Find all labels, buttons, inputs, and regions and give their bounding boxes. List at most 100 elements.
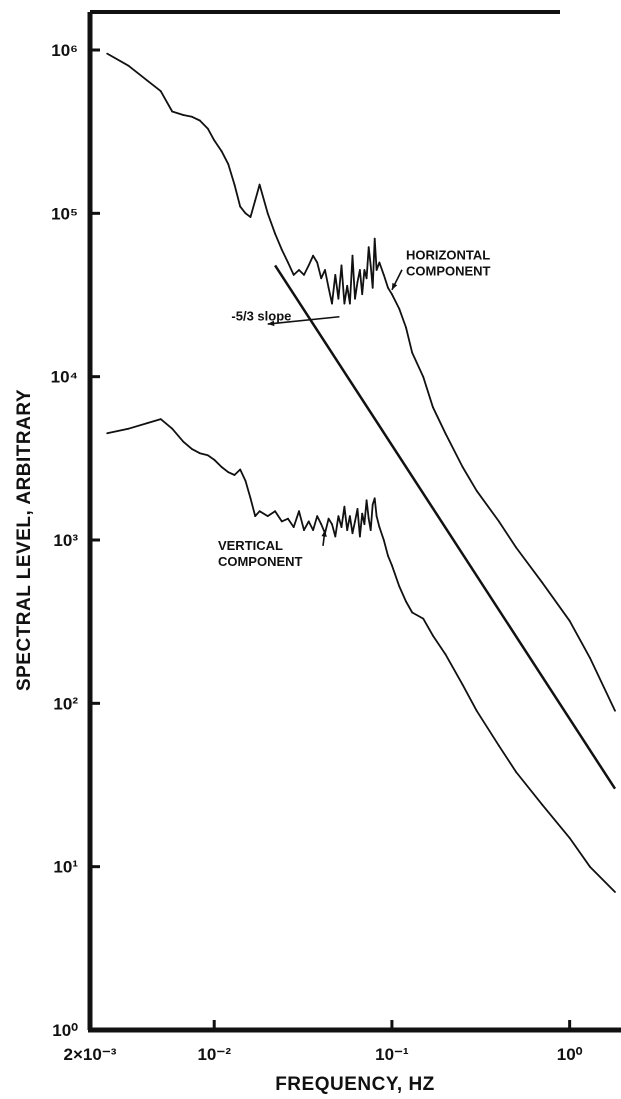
data-point-vertical-component-2 [146, 422, 149, 424]
series-line-5-3-slope [274, 264, 617, 790]
data-point-vertical-component-35 [343, 505, 346, 508]
data-point-horizontal-component-9 [213, 139, 216, 142]
data-point-horizontal-component-40 [356, 281, 359, 283]
data-point-vertical-component-64 [541, 803, 543, 806]
data-point-horizontal-component-42 [361, 293, 364, 296]
data-point-horizontal-component-28 [320, 277, 323, 280]
data-point-horizontal-component-35 [343, 302, 346, 305]
data-point-vertical-component-30 [327, 517, 330, 520]
data-point-horizontal-component-36 [346, 284, 349, 287]
y-tick-label-0: 10⁰ [52, 1021, 78, 1040]
data-point-vertical-component-66 [589, 865, 591, 868]
data-point-horizontal-component-8 [206, 127, 209, 130]
data-point-vertical-component-15 [249, 497, 252, 500]
data-point-horizontal-component-22 [292, 274, 295, 276]
data-point-vertical-component-47 [371, 503, 374, 506]
y-tick-label-5: 10⁵ [51, 204, 78, 223]
data-point-horizontal-component-59 [444, 432, 447, 435]
data-point-horizontal-component-24 [303, 274, 305, 276]
annotation-0-line-1: COMPONENT [406, 264, 491, 279]
data-point-vertical-component-44 [365, 499, 368, 502]
data-point-horizontal-component-17 [258, 183, 261, 186]
data-point-vertical-component-10 [220, 466, 223, 468]
data-point-vertical-component-3 [159, 418, 162, 420]
x-tick-label-1: 10⁻² [197, 1045, 231, 1064]
y-tick-label-4: 10⁴ [51, 368, 78, 387]
data-point-vertical-component-55 [405, 600, 407, 603]
data-point-horizontal-component-57 [422, 375, 425, 378]
annotation-2: VERTICAL COMPONENT [218, 538, 303, 569]
data-point-vertical-component-62 [498, 744, 500, 747]
x-tick-label-2: 10⁻¹ [375, 1045, 409, 1064]
annotation-1-line-0: -5/3 slope [231, 309, 291, 324]
data-point-vertical-component-36 [346, 529, 349, 531]
data-point-horizontal-component-5 [182, 114, 185, 116]
y-tick-label-1: 10¹ [53, 858, 78, 877]
data-point-horizontal-component-50 [378, 261, 381, 264]
data-point-horizontal-component-48 [373, 237, 376, 240]
data-point-horizontal-component-7 [198, 119, 201, 122]
data-point-vertical-component-0 [106, 432, 109, 435]
data-point-horizontal-component-34 [340, 264, 343, 267]
data-point-vertical-component-40 [356, 508, 359, 510]
data-point-horizontal-component-16 [254, 199, 257, 202]
data-point-horizontal-component-55 [405, 326, 407, 329]
data-point-vertical-component-56 [411, 611, 414, 614]
data-point-vertical-component-39 [354, 520, 356, 523]
annotation-0-line-0: HORIZONTAL [406, 248, 490, 263]
data-point-horizontal-component-65 [568, 619, 571, 622]
data-point-vertical-component-65 [568, 837, 571, 839]
series-line-horizontal-component [106, 52, 616, 712]
data-point-horizontal-component-32 [334, 274, 337, 276]
data-point-horizontal-component-26 [312, 254, 314, 257]
data-point-horizontal-component-6 [191, 115, 193, 118]
data-point-vertical-component-52 [387, 554, 389, 557]
data-point-vertical-component-63 [515, 771, 517, 773]
annotation-0: HORIZONTAL COMPONENT [406, 248, 491, 279]
data-point-vertical-component-4 [171, 427, 174, 430]
data-point-vertical-component-42 [361, 512, 364, 515]
y-tick-label-2: 10² [53, 694, 78, 713]
data-point-horizontal-component-52 [387, 286, 389, 289]
data-point-horizontal-component-13 [239, 205, 242, 208]
annotation-2-line-1: COMPONENT [218, 554, 303, 569]
data-point-vertical-component-9 [213, 458, 216, 461]
data-point-vertical-component-38 [351, 532, 354, 535]
plot-frame [87, 10, 621, 1033]
data-point-vertical-component-11 [227, 471, 230, 474]
data-point-vertical-component-19 [274, 510, 276, 513]
annotation-arrowhead-0 [391, 282, 398, 290]
data-point-horizontal-component-64 [541, 581, 543, 584]
data-point-horizontal-component-11 [227, 163, 230, 166]
data-point-horizontal-component-3 [159, 90, 162, 92]
data-point-horizontal-component-29 [324, 269, 326, 271]
data-point-horizontal-component-38 [351, 254, 354, 257]
data-point-horizontal-component-46 [369, 264, 372, 267]
data-point-vertical-component-48 [373, 497, 376, 500]
data-point-vertical-component-26 [312, 529, 314, 531]
data-point-horizontal-component-60 [461, 466, 464, 468]
y-axis-title: SPECTRAL LEVEL, ARBITRARY [14, 389, 35, 691]
data-point-horizontal-component-44 [365, 277, 368, 280]
data-point-vertical-component-34 [340, 526, 343, 528]
data-point-horizontal-component-63 [515, 546, 517, 549]
data-point-vertical-component-17 [258, 510, 261, 513]
data-point-horizontal-component-2 [146, 79, 149, 82]
data-point-horizontal-component-49 [375, 269, 378, 271]
data-point-vertical-component-60 [461, 683, 464, 686]
data-point-vertical-component-58 [432, 634, 434, 637]
data-point-horizontal-component-62 [498, 520, 500, 523]
data-point-vertical-component-6 [191, 448, 193, 450]
x-axis-title: FREQUENCY, HZ [275, 1074, 435, 1095]
data-point-horizontal-component-18 [266, 212, 269, 215]
data-point-vertical-component-33 [337, 515, 340, 517]
data-point-horizontal-component-45 [367, 246, 370, 249]
data-point-horizontal-component-51 [382, 274, 385, 276]
series-line-vertical-component [107, 418, 616, 893]
data-point-horizontal-component-53 [391, 293, 393, 296]
data-point-vertical-component-67 [614, 891, 616, 893]
annotation-2-line-0: VERTICAL [218, 538, 283, 553]
data-point-vertical-component-12 [233, 474, 236, 476]
